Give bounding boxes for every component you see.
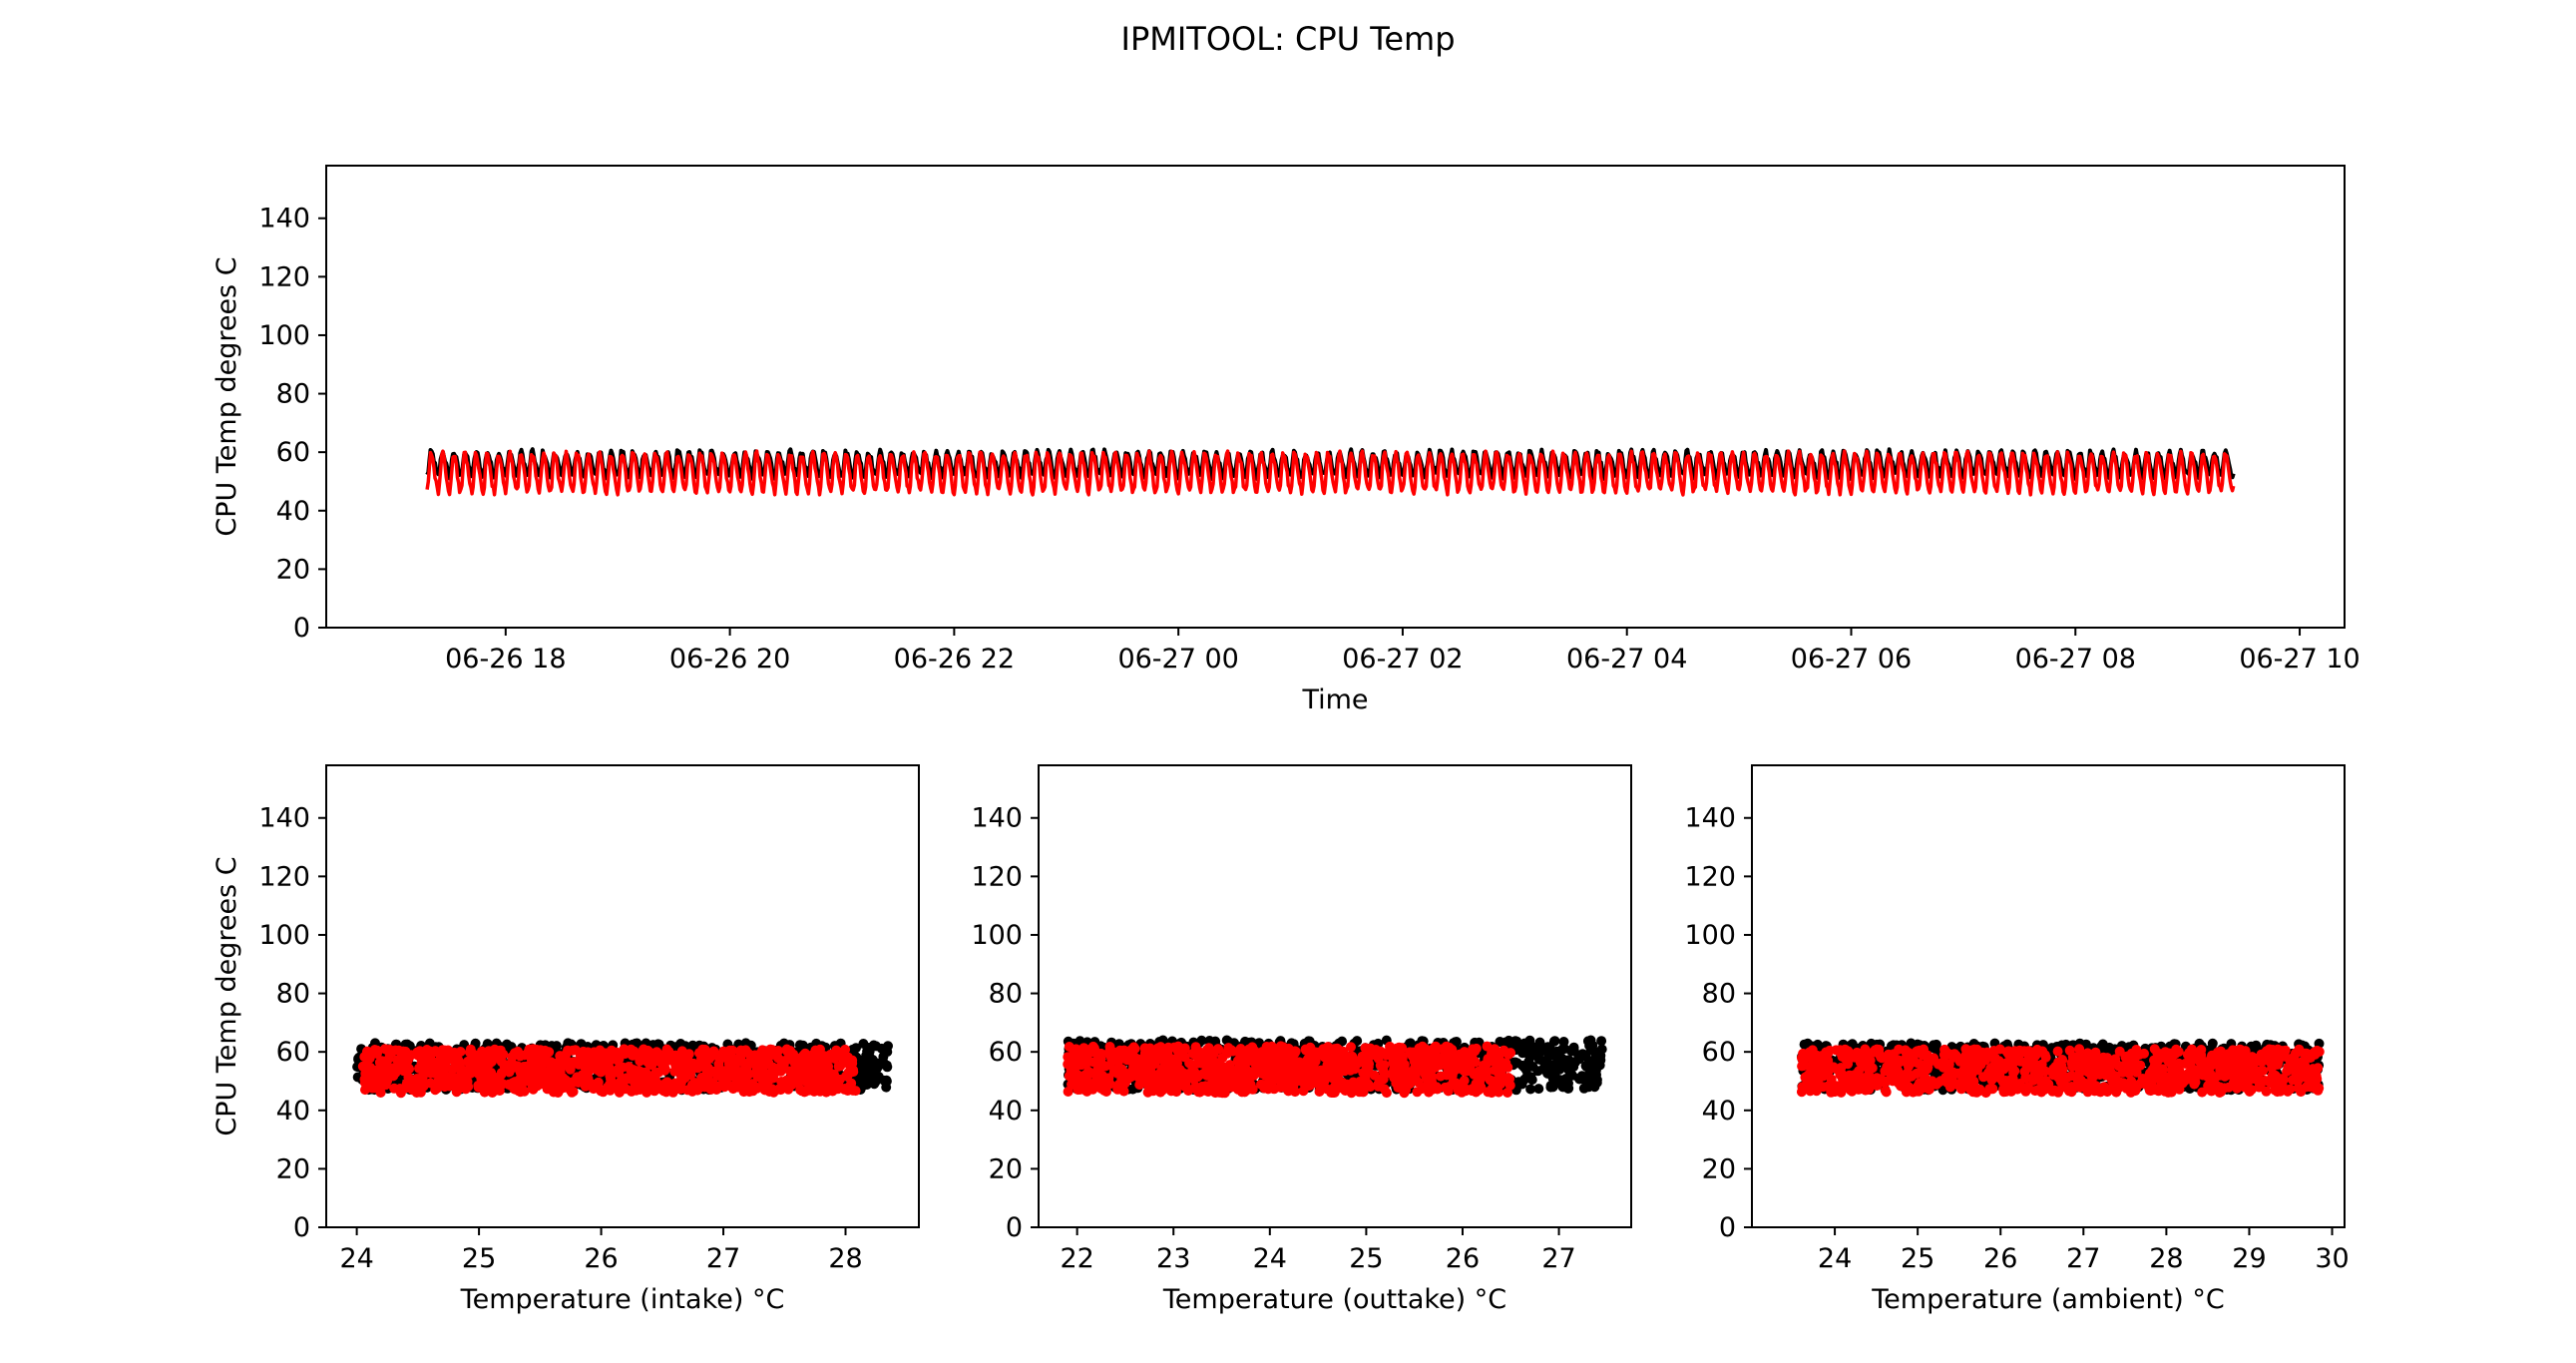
x-tick-label: 06-26 22: [894, 644, 1015, 675]
x-tick-label: 28: [2149, 1243, 2183, 1274]
y-tick-label: 100: [258, 920, 310, 951]
x-tick-label: 26: [584, 1243, 618, 1274]
y-tick-label: 20: [1702, 1153, 1736, 1184]
y-tick-label: 80: [276, 379, 310, 410]
x-tick-label: 06-27 00: [1117, 644, 1238, 675]
x-tick-label: 27: [1541, 1243, 1575, 1274]
x-tick-label: 06-26 18: [445, 644, 566, 675]
y-tick-label: 140: [258, 803, 310, 834]
x-tick-label: 24: [1818, 1243, 1852, 1274]
axes-frame: [1038, 764, 1632, 1228]
x-tick-label: 29: [2232, 1243, 2266, 1274]
x-tick-label: 23: [1156, 1243, 1190, 1274]
scatter-points-red: [1796, 1044, 2325, 1099]
y-tick-label: 40: [1702, 1096, 1736, 1127]
y-tick-label: 100: [971, 920, 1023, 951]
y-tick-label: 0: [1006, 1212, 1023, 1243]
x-tick-label: 25: [1901, 1243, 1934, 1274]
y-tick-label: 40: [989, 1096, 1023, 1127]
y-tick-label: 80: [989, 979, 1023, 1010]
plot-area: [352, 1038, 894, 1099]
axes-layer: 0 20 40 60 80 100 120 140 06-26 18 06-26 20 06-26 …: [212, 165, 2361, 1315]
y-tick-label: 20: [276, 1153, 310, 1184]
scatter-points-red: [1063, 1041, 1516, 1099]
y-tick-label: 80: [276, 979, 310, 1010]
x-axis-label: Temperature (outtake) °C: [1162, 1284, 1506, 1315]
axes-timeseries: 0 20 40 60 80 100 120 140 06-26 18 06-26 20 06-26 …: [212, 165, 2361, 715]
y-tick-label: 40: [276, 496, 310, 527]
x-tick-label: 25: [462, 1243, 496, 1274]
x-axis-label: Temperature (intake) °C: [460, 1284, 785, 1315]
y-tick-label: 120: [258, 861, 310, 892]
axes-scatter-2: 0 20 40 60 80 100 120 140 22 23 24 25 26 27 Temperatur…: [971, 764, 1632, 1315]
x-tick-label: 24: [339, 1243, 373, 1274]
axes-frame: [1751, 764, 2346, 1228]
x-axis-label: Temperature (ambient) °C: [1871, 1284, 2224, 1315]
x-tick-label: 26: [1446, 1243, 1480, 1274]
y-tick-label: 140: [971, 803, 1023, 834]
x-tick-label: 30: [2315, 1243, 2349, 1274]
x-tick-label: 27: [706, 1243, 740, 1274]
x-tick-label: 06-27 10: [2239, 644, 2360, 675]
y-tick-label: 100: [258, 320, 310, 351]
axes-frame: [325, 764, 920, 1228]
series-line-red: [425, 449, 2236, 497]
y-tick-label: 60: [1702, 1037, 1736, 1068]
x-tick-label: 06-27 02: [1342, 644, 1463, 675]
axes-scatter-1: 0 20 40 60 80 100 120 140 24 25 26 27 28 Temperature …: [212, 764, 920, 1315]
y-tick-label: 140: [1684, 803, 1736, 834]
y-tick-label: 120: [971, 861, 1023, 892]
figure-title: IPMITOOL: CPU Temp: [1121, 20, 1456, 58]
y-tick-label: 20: [989, 1153, 1023, 1184]
x-tick-label: 06-27 04: [1566, 644, 1687, 675]
x-tick-label: 06-26 20: [669, 644, 790, 675]
x-tick-label: 28: [828, 1243, 862, 1274]
y-tick-label: 60: [989, 1037, 1023, 1068]
y-tick-label: 0: [293, 613, 310, 644]
y-tick-label: 100: [1684, 920, 1736, 951]
plot-area: [1796, 1038, 2325, 1099]
y-tick-label: 120: [258, 261, 310, 292]
x-tick-label: 24: [1253, 1243, 1287, 1274]
x-tick-label: 26: [1983, 1243, 2017, 1274]
y-tick-label: 60: [276, 1037, 310, 1068]
x-tick-label: 27: [2066, 1243, 2100, 1274]
x-axis-label: Time: [1301, 684, 1368, 715]
y-tick-label: 120: [1684, 861, 1736, 892]
y-axis-label: CPU Temp degrees C: [212, 856, 242, 1136]
x-tick-label: 06-27 06: [1791, 644, 1912, 675]
x-tick-label: 25: [1349, 1243, 1383, 1274]
y-tick-label: 20: [276, 554, 310, 585]
axes-frame: [325, 165, 2346, 629]
y-tick-label: 80: [1702, 979, 1736, 1010]
y-axis-label: CPU Temp degrees C: [212, 256, 242, 536]
y-tick-label: 60: [276, 437, 310, 468]
scatter-points-red: [357, 1044, 861, 1099]
y-tick-label: 140: [258, 204, 310, 234]
y-tick-label: 0: [1719, 1212, 1736, 1243]
x-tick-label: 06-27 08: [2015, 644, 2136, 675]
y-tick-label: 0: [293, 1212, 310, 1243]
axes-scatter-3: 0 20 40 60 80 100 120 140 24 25 26 27 28 29 30 Temperat…: [1684, 764, 2350, 1315]
y-tick-label: 40: [276, 1096, 310, 1127]
plot-area: [1063, 1035, 1607, 1099]
x-tick-label: 22: [1060, 1243, 1093, 1274]
plot-area: [425, 447, 2236, 497]
